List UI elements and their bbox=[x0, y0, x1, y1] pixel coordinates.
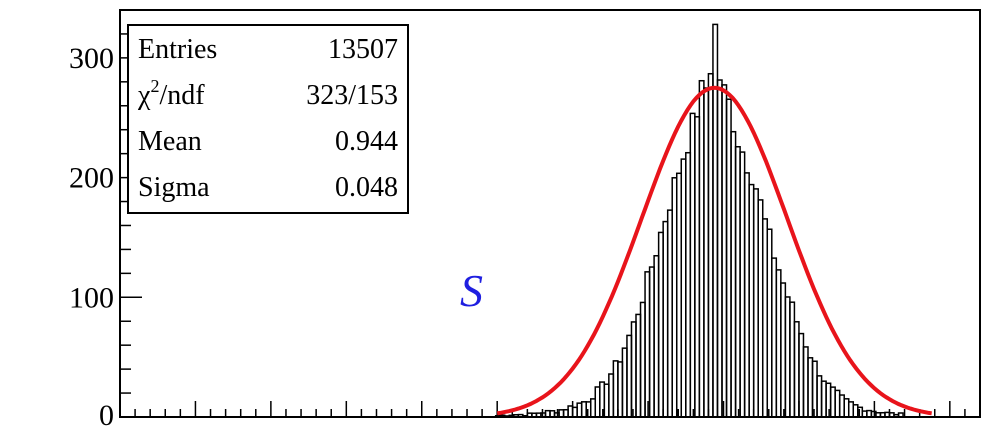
histogram-bars bbox=[494, 23, 904, 418]
stats-mean-label: Mean bbox=[138, 126, 202, 157]
y-tick-label: 200 bbox=[69, 162, 114, 195]
stats-sigma-label: Sigma bbox=[138, 172, 210, 203]
histogram-bin bbox=[897, 412, 904, 418]
fit-curve bbox=[496, 85, 932, 416]
stats-box: Entries 13507 χ2/ndf 323/153 Mean 0.944 … bbox=[127, 24, 409, 214]
y-tick-label: 0 bbox=[99, 399, 114, 427]
stats-chi-superscript: 2 bbox=[150, 76, 159, 96]
stats-mean-value: 0.944 bbox=[335, 126, 398, 157]
stats-chi2-label: χ2/ndf bbox=[137, 76, 205, 111]
y-tick-label: 100 bbox=[69, 281, 114, 314]
y-tick-label: 300 bbox=[69, 42, 114, 75]
stats-chi-rest: /ndf bbox=[159, 80, 205, 111]
stats-entries-value: 13507 bbox=[328, 34, 398, 65]
stats-chi2-value: 323/153 bbox=[306, 80, 398, 111]
stats-box-frame bbox=[127, 24, 409, 214]
y-axis-tick-labels: 0 100 200 300 bbox=[69, 42, 114, 427]
stats-entries-label: Entries bbox=[138, 34, 217, 65]
stats-chi-symbol: χ bbox=[137, 80, 151, 111]
stats-sigma-value: 0.048 bbox=[335, 172, 398, 203]
annotation-s: S bbox=[460, 265, 483, 316]
